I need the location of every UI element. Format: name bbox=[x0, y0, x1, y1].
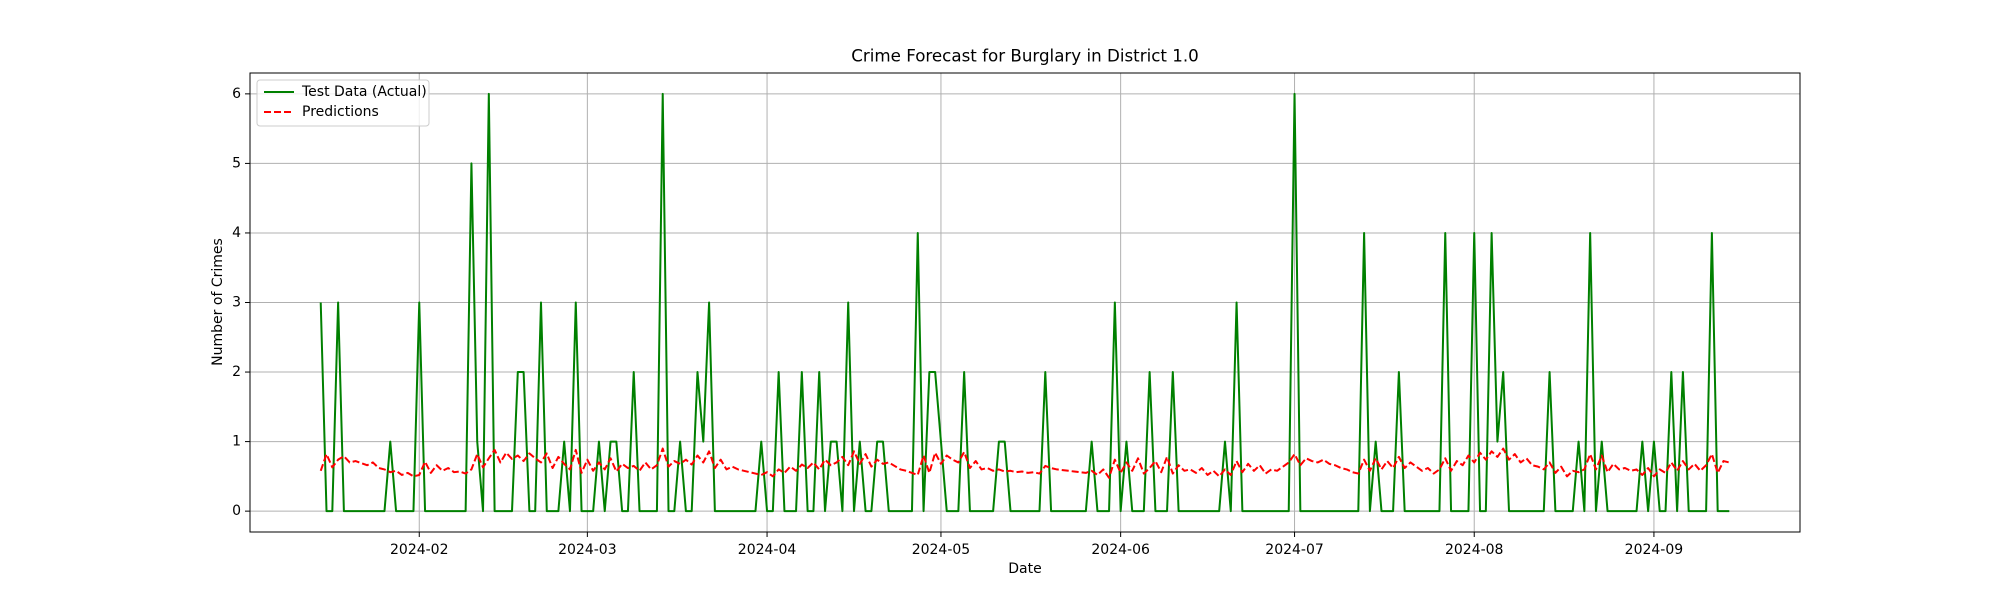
x-tick-label: 2024-08 bbox=[1445, 542, 1504, 558]
y-tick-label: 1 bbox=[232, 434, 241, 450]
y-tick-label: 3 bbox=[232, 295, 241, 311]
legend-label: Test Data (Actual) bbox=[301, 84, 427, 100]
x-tick-label: 2024-03 bbox=[558, 542, 617, 558]
x-tick-label: 2024-02 bbox=[390, 542, 449, 558]
plot-frame bbox=[249, 72, 1801, 533]
x-tick-label: 2024-06 bbox=[1091, 542, 1150, 558]
x-tick-label: 2024-04 bbox=[738, 542, 797, 558]
legend-label: Predictions bbox=[302, 104, 379, 120]
legend-box bbox=[256, 79, 430, 127]
x-axis-label: Date bbox=[1008, 561, 1041, 577]
y-tick-label: 6 bbox=[232, 86, 241, 102]
y-tick-label: 0 bbox=[232, 503, 241, 519]
y-axis-label: Number of Crimes bbox=[210, 238, 226, 366]
y-tick-label: 4 bbox=[232, 225, 241, 241]
x-tick-label: 2024-07 bbox=[1265, 542, 1324, 558]
x-tick-label: 2024-05 bbox=[912, 542, 971, 558]
y-tick-label: 5 bbox=[232, 155, 241, 171]
x-tick-label: 2024-09 bbox=[1625, 542, 1684, 558]
y-tick-label: 2 bbox=[232, 364, 241, 380]
chart-title: Crime Forecast for Burglary in District … bbox=[851, 46, 1199, 66]
series-line bbox=[319, 92, 1730, 513]
legend: Test Data (Actual) Predictions bbox=[256, 79, 430, 127]
